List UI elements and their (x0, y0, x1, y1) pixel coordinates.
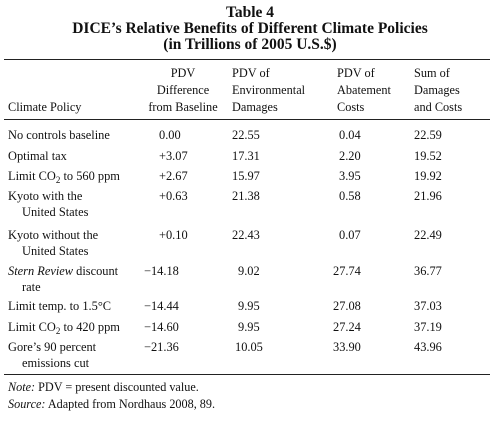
row-abate: 33.90 (333, 340, 361, 354)
row-sum: 36.77 (414, 264, 442, 278)
row-policy-gore: Gore’s 90 percent emissions cut (8, 340, 97, 370)
row-abate: 27.08 (333, 299, 361, 313)
row-policy-limit-temp: Limit temp. to 1.5°C (8, 299, 112, 313)
row-policy-limit-co2-420: Limit CO2 to 420 ppm (8, 320, 120, 336)
row-policy-limit-co2-560: Limit CO2 to 560 ppm (8, 169, 120, 185)
row-sum: 22.59 (414, 128, 442, 142)
table-title: DICE’s Relative Benefits of Different Cl… (72, 20, 428, 37)
row-diff: −21.36 (144, 340, 179, 354)
row-env: 21.38 (232, 189, 260, 203)
row-sum: 21.96 (414, 189, 442, 203)
row-diff: −14.18 (144, 264, 179, 278)
row-env: 9.95 (238, 320, 260, 334)
row-diff: −14.44 (144, 299, 179, 313)
header-sum-damages-costs: Sum of Damages and Costs (414, 66, 463, 114)
row-env: 15.97 (232, 169, 260, 183)
row-abate: 27.74 (333, 264, 361, 278)
row-diff: +0.63 (159, 189, 188, 203)
row-env: 22.43 (232, 228, 260, 242)
table-subtitle: (in Trillions of 2005 U.S.$) (163, 36, 337, 53)
row-abate: 0.58 (339, 189, 361, 203)
table-title-number: Table 4 (225, 4, 275, 21)
header-climate-policy: Climate Policy (8, 100, 82, 114)
row-abate: 0.07 (339, 228, 361, 242)
row-diff: +0.10 (159, 228, 188, 242)
header-pdv-abatement: PDV of Abatement Costs (337, 66, 391, 114)
row-sum: 22.49 (414, 228, 442, 242)
row-env: 9.95 (238, 299, 260, 313)
row-sum: 43.96 (414, 340, 442, 354)
row-policy-kyoto-without-us: Kyoto without the United States (8, 228, 99, 258)
row-sum: 37.19 (414, 320, 442, 334)
row-env: 22.55 (232, 128, 260, 142)
table-source: Source: Adapted from Nordhaus 2008, 89. (8, 397, 216, 411)
header-pdv-difference: PDV Difference from Baseline (148, 66, 218, 114)
row-diff: +3.07 (159, 149, 188, 163)
row-policy-optimal-tax: Optimal tax (8, 149, 67, 163)
row-sum: 19.52 (414, 149, 442, 163)
row-env: 10.05 (235, 340, 263, 354)
row-abate: 0.04 (339, 128, 361, 142)
header-pdv-env-damages: PDV of Environmental Damages (232, 66, 306, 114)
row-sum: 19.92 (414, 169, 442, 183)
bottom-rule (4, 374, 490, 375)
row-abate: 2.20 (339, 149, 361, 163)
row-env: 17.31 (232, 149, 260, 163)
row-diff: +2.67 (159, 169, 188, 183)
top-rule (4, 59, 490, 60)
row-policy-stern-review: Stern Review discount rate (8, 264, 119, 294)
row-diff: 0.00 (159, 128, 181, 142)
row-policy-kyoto-with-us: Kyoto with the United States (8, 189, 89, 219)
row-policy-no-controls: No controls baseline (8, 128, 110, 142)
table-note: Note: PDV = present discounted value. (8, 380, 199, 394)
header-rule (4, 119, 490, 120)
row-abate: 27.24 (333, 320, 361, 334)
row-env: 9.02 (238, 264, 260, 278)
row-sum: 37.03 (414, 299, 442, 313)
row-abate: 3.95 (339, 169, 361, 183)
row-diff: −14.60 (144, 320, 179, 334)
